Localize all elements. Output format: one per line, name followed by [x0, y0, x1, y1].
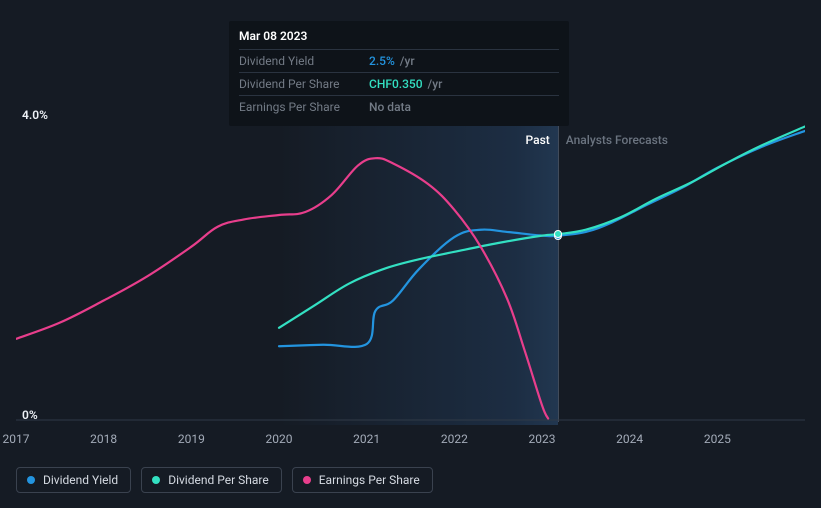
series-line [279, 126, 805, 327]
x-tick-label: 2020 [266, 432, 293, 446]
chart-lines [16, 100, 805, 430]
x-tick-label: 2024 [616, 432, 643, 446]
tooltip-metric-label: Earnings Per Share [239, 100, 369, 114]
legend-label: Dividend Per Share [168, 473, 269, 487]
x-tick-label: 2023 [529, 432, 556, 446]
legend-dot-icon [27, 476, 35, 484]
legend-dot-icon [152, 476, 160, 484]
tooltip-metric-label: Dividend Yield [239, 54, 369, 68]
x-tick-label: 2021 [353, 432, 380, 446]
tooltip-metric-value: 2.5% /yr [369, 54, 415, 68]
tooltip-metric-value: No data [369, 100, 413, 114]
x-tick-label: 2019 [178, 432, 205, 446]
legend-label: Dividend Yield [43, 473, 118, 487]
tooltip-suffix: /yr [425, 77, 443, 91]
series-line [16, 158, 548, 418]
legend-item[interactable]: Dividend Yield [16, 467, 131, 493]
legend-dot-icon [303, 476, 311, 484]
legend-item[interactable]: Earnings Per Share [292, 467, 433, 493]
tooltip-row: Dividend Per ShareCHF0.350 /yr [239, 72, 559, 95]
series-marker [554, 230, 562, 238]
chart-legend: Dividend Yield Dividend Per Share Earnings… [16, 467, 433, 493]
x-tick-label: 2025 [704, 432, 731, 446]
x-axis: 201720182019202020212022202320242025 [16, 432, 805, 452]
tooltip-metric-label: Dividend Per Share [239, 77, 369, 91]
tooltip-metric-value: CHF0.350 /yr [369, 77, 442, 91]
tooltip-row: Earnings Per ShareNo data [239, 95, 559, 118]
tooltip-suffix: /yr [397, 54, 415, 68]
x-tick-label: 2017 [3, 432, 30, 446]
legend-item[interactable]: Dividend Per Share [141, 467, 282, 493]
tooltip-row: Dividend Yield2.5% /yr [239, 49, 559, 72]
x-tick-label: 2022 [441, 432, 468, 446]
legend-label: Earnings Per Share [319, 473, 420, 487]
tooltip-date: Mar 08 2023 [239, 29, 559, 49]
x-tick-label: 2018 [90, 432, 117, 446]
chart-tooltip: Mar 08 2023 Dividend Yield2.5% /yrDivide… [229, 21, 569, 126]
chart-plot-area: 4.0% 0% Past Analysts Forecasts [16, 100, 805, 430]
